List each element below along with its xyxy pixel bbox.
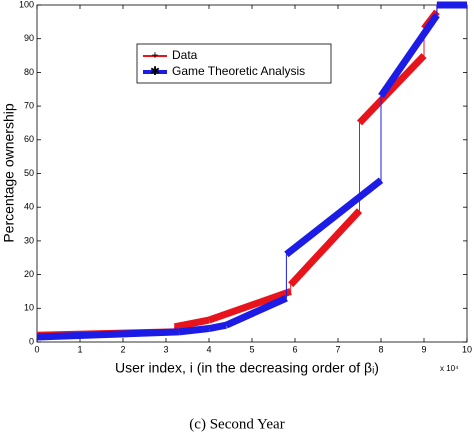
y-tick-label: 50 <box>24 168 34 178</box>
y-tick-label: 30 <box>24 235 34 245</box>
x-tick-label: 1 <box>77 344 82 354</box>
caption: (c) Second Year <box>189 416 284 432</box>
series-segment <box>36 328 180 341</box>
y-tick-label: 70 <box>24 100 34 110</box>
y-tick-label: 80 <box>24 67 34 77</box>
y-tick-label: 40 <box>24 202 34 212</box>
x-multiplier: x 10⁴ <box>440 364 459 373</box>
x-tick-label: 5 <box>249 344 254 354</box>
series-segment <box>207 288 292 324</box>
x-tick-label: 9 <box>421 344 426 354</box>
x-axis-label: User index, i (in the decreasing order o… <box>115 360 379 376</box>
series-segment <box>378 13 440 98</box>
y-tick-label: 60 <box>24 134 34 144</box>
x-tick-label: 7 <box>335 344 340 354</box>
y-tick-label: 0 <box>29 336 34 346</box>
x-tick-label: 3 <box>163 344 168 354</box>
legend-label: Game Theoretic Analysis <box>172 64 305 78</box>
legend-label: Data <box>172 48 198 62</box>
legend-marker: ✱ <box>150 64 160 78</box>
y-axis-label: Percentage ownership <box>1 103 17 243</box>
series-segment <box>284 177 384 258</box>
legend-box <box>136 43 332 84</box>
x-tick-label: 2 <box>120 344 125 354</box>
y-tick-label: 20 <box>24 269 34 279</box>
series-segment <box>178 325 210 336</box>
series-segment <box>288 208 363 288</box>
x-tick-label: 10 <box>462 344 472 354</box>
series-segment <box>173 316 210 331</box>
x-tick-label: 6 <box>292 344 297 354</box>
legend-marker: + <box>151 48 158 62</box>
y-tick-label: 10 <box>24 303 34 313</box>
series-segment <box>224 294 288 329</box>
series-segment <box>356 53 427 126</box>
y-tick-label: 100 <box>19 0 34 9</box>
series-segment <box>208 321 227 332</box>
y-tick-label: 90 <box>24 33 34 43</box>
x-tick-label: 0 <box>34 344 39 354</box>
x-tick-label: 4 <box>206 344 211 354</box>
x-tick-label: 8 <box>378 344 383 354</box>
